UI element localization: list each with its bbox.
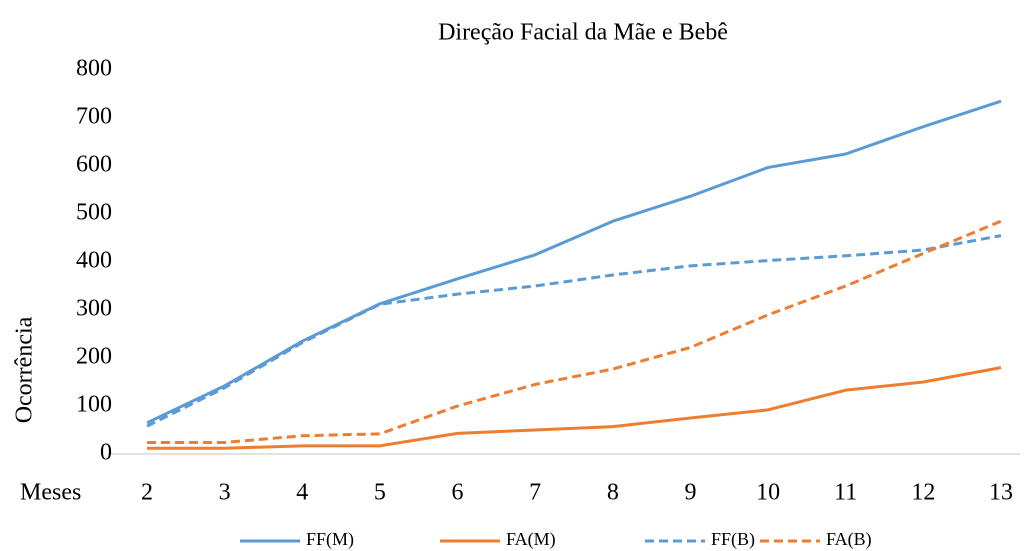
legend-label: FA(M) bbox=[506, 529, 556, 550]
chart-title: Direção Facial da Mãe e Bebê bbox=[438, 20, 728, 46]
x-tick-label: 13 bbox=[989, 480, 1013, 506]
y-tick-label: 300 bbox=[76, 296, 112, 322]
y-tick-label: 800 bbox=[76, 56, 112, 82]
x-tick-label: 12 bbox=[911, 480, 935, 506]
x-tick-label: 8 bbox=[607, 480, 619, 506]
x-tick-label: 2 bbox=[141, 480, 153, 506]
series-line bbox=[147, 219, 1002, 444]
y-tick-label: 0 bbox=[100, 440, 112, 466]
y-tick-label: 200 bbox=[76, 344, 112, 370]
y-tick-label: 400 bbox=[76, 248, 112, 274]
series-line bbox=[146, 99, 1002, 425]
x-tick-label: 6 bbox=[452, 480, 464, 506]
x-tick-label: 4 bbox=[296, 480, 308, 506]
x-axis-label: Meses bbox=[20, 480, 81, 506]
legend-label: FF(B) bbox=[711, 529, 755, 550]
y-tick-label: 700 bbox=[76, 104, 112, 130]
y-tick-label: 100 bbox=[76, 392, 112, 418]
x-tick-label: 3 bbox=[219, 480, 231, 506]
legend-label: FF(M) bbox=[306, 529, 354, 550]
y-axis-label: Ocorrência bbox=[12, 316, 38, 423]
y-tick-label: 600 bbox=[76, 152, 112, 178]
x-tick-label: 7 bbox=[529, 480, 541, 506]
x-tick-label: 10 bbox=[756, 480, 780, 506]
x-tick-label: 9 bbox=[684, 480, 696, 506]
x-tick-label: 5 bbox=[374, 480, 386, 506]
series-line bbox=[146, 234, 1002, 428]
y-tick-label: 500 bbox=[76, 200, 112, 226]
x-tick-label: 11 bbox=[834, 480, 857, 506]
series-line bbox=[147, 366, 1002, 450]
legend-label: FA(B) bbox=[826, 529, 872, 550]
